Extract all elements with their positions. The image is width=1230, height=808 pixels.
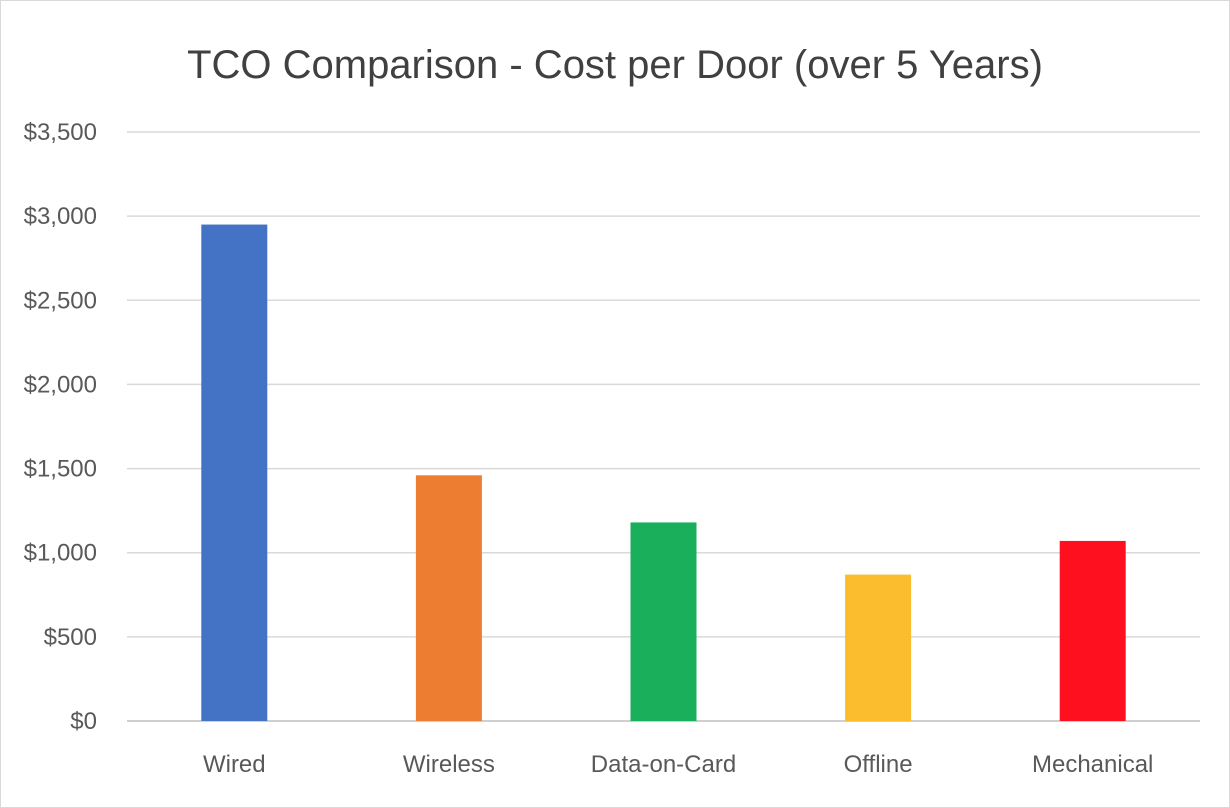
bar-data-on-card: [630, 522, 697, 721]
y-tick-label: $3,000: [24, 203, 97, 230]
gridlines: [127, 131, 1200, 722]
bar-mechanical: [1059, 540, 1126, 721]
y-tick-label: $2,500: [24, 287, 97, 314]
y-tick-label: $1,000: [24, 540, 97, 567]
y-tick-label: $1,500: [24, 456, 97, 483]
y-tick-label: $3,500: [24, 119, 97, 146]
bar-offline: [845, 574, 912, 721]
x-tick-label: Wireless: [403, 751, 495, 778]
y-tick-label: $500: [44, 624, 97, 651]
x-axis-tick-labels: Wired Wireless Data-on-Card Offline Mechanic…: [203, 751, 1153, 778]
chart-title: TCO Comparison - Cost per Door (over 5 Y…: [187, 43, 1043, 87]
x-tick-label: Wired: [203, 751, 266, 778]
y-tick-label: $0: [70, 708, 97, 735]
bars: [201, 224, 1126, 722]
y-tick-label: $2,000: [24, 371, 97, 398]
bar-wired: [201, 224, 268, 722]
x-tick-label: Offline: [844, 751, 913, 778]
x-tick-label: Data-on-Card: [591, 751, 736, 778]
bar-wireless: [415, 475, 482, 721]
x-tick-label: Mechanical: [1032, 751, 1153, 778]
y-axis-tick-labels: $0 $500 $1,000 $1,500 $2,000 $2,500 $3,000 $3,5…: [24, 119, 97, 735]
